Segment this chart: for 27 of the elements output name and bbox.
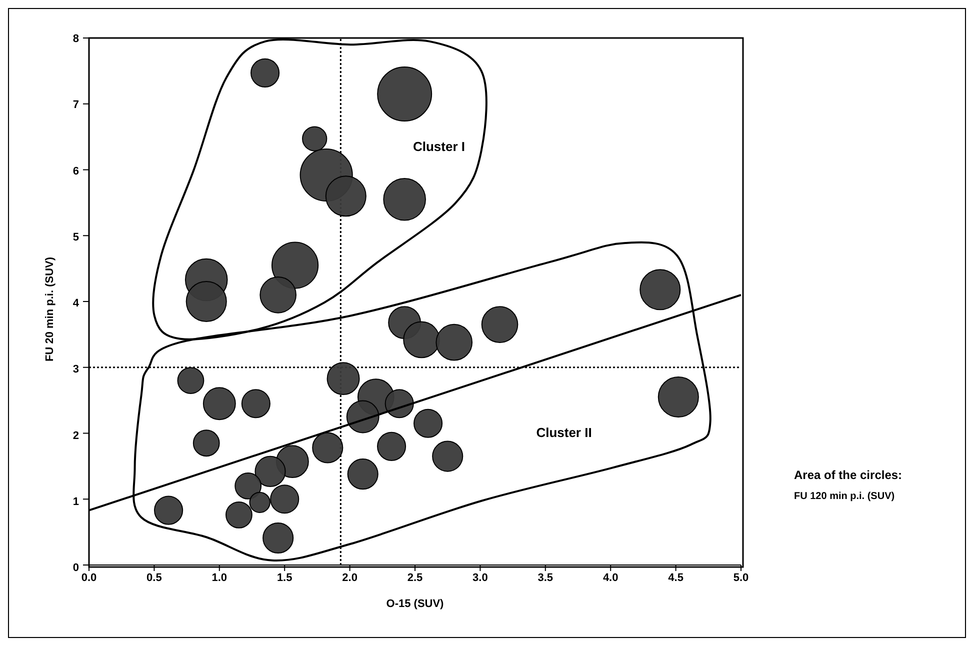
x-tick-label: 3.0 [472, 572, 488, 584]
x-tick-label: 1.0 [212, 572, 228, 584]
y-tick-label: 6 [72, 165, 79, 178]
y-tick-label: 7 [72, 99, 79, 112]
x-tick-label: 3.5 [538, 572, 554, 584]
y-tick-label: 0 [72, 562, 79, 574]
x-axis-title: O-15 (SUV) [386, 598, 444, 610]
y-tick-label: 2 [72, 430, 79, 442]
text: Area of the circles: [794, 468, 902, 482]
y-tick-label: 5 [72, 231, 79, 244]
y-tick-label: 4 [72, 298, 80, 310]
x-tick-label: 0.0 [81, 572, 97, 584]
y-axis-title: FU 20 min p.i. (SUV) [44, 256, 56, 362]
x-tick-label: 2.5 [407, 572, 423, 584]
figure-frame: 0.0 0.5 1.0 1.5 2.0 2.5 3.0 3.5 4.0 4.5 5.0 O-15 (SUV) FU 20 min p.i. (SUV) 0 1 2 3 4 5 6 7 8 Cluster I Cluster II Area of the circles: FU 120 min p.i. (SUV) [8, 8, 966, 638]
annotation: Cluster I [412, 139, 466, 154]
y-tick-label: 8 [72, 33, 79, 45]
text: FU 120 min p.i. (SUV) [794, 491, 895, 502]
x-tick-label: 2.0 [342, 572, 358, 584]
x-tick-label: 4.0 [602, 572, 618, 584]
x-tick-label: 4.5 [668, 572, 684, 584]
x-tick-label: 1.5 [276, 572, 292, 584]
x-tick-label: 5.0 [733, 572, 749, 584]
annotation: Cluster II [536, 425, 592, 440]
x-tick-label: 0.5 [146, 572, 162, 584]
y-tick-label: 3 [72, 364, 79, 376]
y-tick-label: 1 [72, 496, 79, 508]
